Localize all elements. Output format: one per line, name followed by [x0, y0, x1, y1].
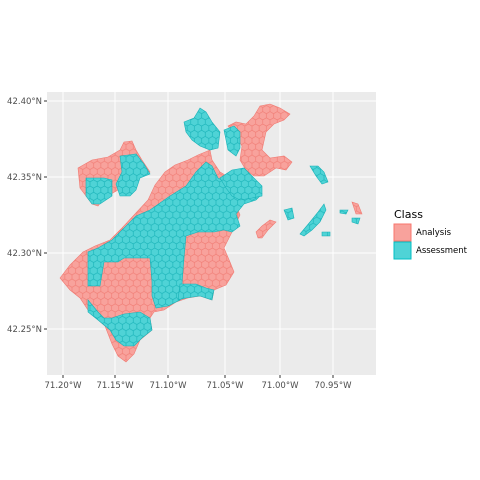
x-tick-label: 71.00°W	[262, 381, 300, 391]
y-tick-label: 42.25°N	[7, 325, 42, 335]
y-tick-labels: 42.40°N 42.35°N 42.30°N 42.25°N	[7, 97, 42, 335]
axis-ticks	[44, 100, 334, 378]
legend-key-analysis	[393, 223, 412, 242]
region-analysis-island-1	[255, 219, 277, 239]
y-tick-label: 42.40°N	[7, 97, 42, 107]
region-assessment-ne-strip	[223, 125, 241, 157]
region-assessment-south	[87, 299, 153, 347]
region-assessment-north-east	[183, 107, 221, 151]
region-analysis-east-north	[227, 103, 293, 177]
region-assessment-island-d	[339, 209, 349, 215]
x-tick-label: 71.10°W	[150, 381, 188, 391]
region-assessment-island-f	[351, 217, 361, 225]
legend-title: Class	[394, 208, 423, 221]
region-assessment-island-e	[321, 231, 331, 237]
region-assessment-north-block	[115, 153, 151, 197]
region-assessment-south-east	[177, 283, 215, 301]
legend-key-assessment	[393, 241, 412, 260]
x-tick-label: 71.05°W	[207, 381, 245, 391]
y-tick-label: 42.30°N	[7, 249, 42, 259]
legend-label-assessment: Assessment	[416, 246, 468, 256]
region-analysis-island-2	[351, 201, 363, 215]
x-tick-label: 71.15°W	[97, 381, 135, 391]
region-assessment-island-a	[309, 165, 329, 185]
legend: Class Analysis Assessment	[393, 208, 468, 260]
y-tick-label: 42.35°N	[7, 173, 42, 183]
x-tick-label: 70.95°W	[315, 381, 353, 391]
region-assessment-west	[85, 177, 113, 205]
map-regions	[59, 103, 363, 363]
region-assessment-island-b	[283, 207, 295, 221]
legend-label-analysis: Analysis	[416, 228, 452, 238]
x-tick-label: 71.20°W	[45, 381, 83, 391]
x-tick-labels: 71.20°W 71.15°W 71.10°W 71.05°W 71.00°W …	[45, 381, 353, 391]
region-assessment-island-c	[299, 203, 327, 237]
region-assessment-harbor	[219, 167, 263, 201]
